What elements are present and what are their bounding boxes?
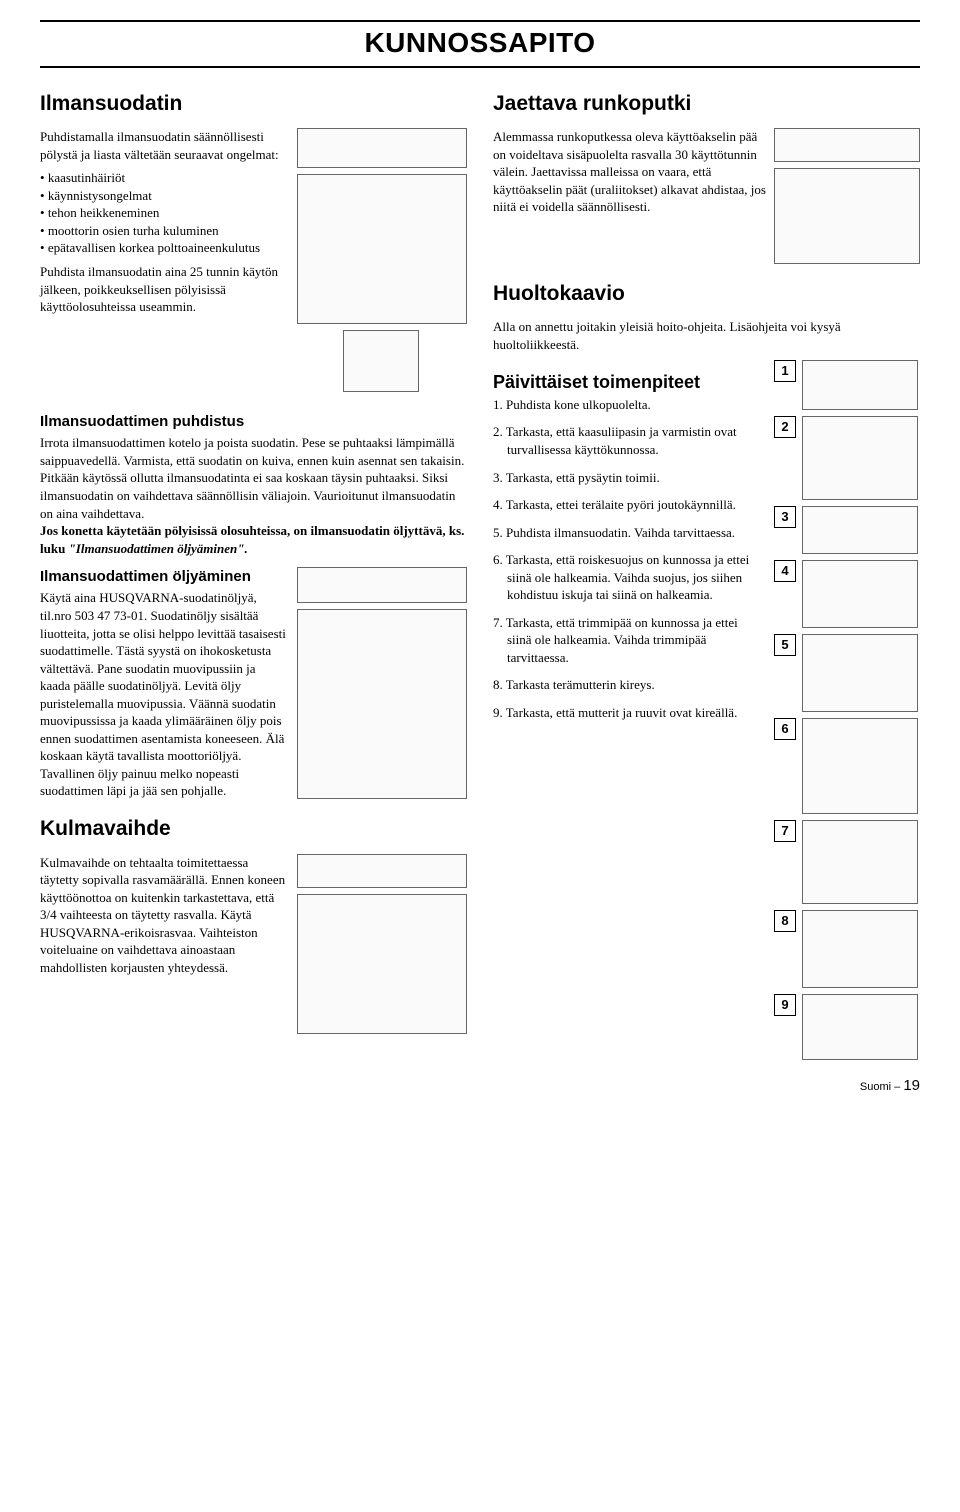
heading-huoltokaavio: Huoltokaavio bbox=[493, 280, 920, 308]
step-illustration bbox=[802, 506, 918, 554]
step-figure-row: 6 bbox=[774, 718, 920, 814]
puhdistus-block: Irrota ilmansuodattimen kotelo ja poista… bbox=[40, 434, 467, 557]
step-figure-row: 5 bbox=[774, 634, 920, 712]
step-number-box: 7 bbox=[774, 820, 796, 842]
daily-step-item: 4. Tarkasta, ettei terälaite pyöri jouto… bbox=[493, 496, 760, 514]
page-title: KUNNOSSAPITO bbox=[40, 20, 920, 68]
two-column-layout: Ilmansuodatin Puhdistamalla ilmansuodati… bbox=[40, 84, 920, 1066]
step-number-box: 3 bbox=[774, 506, 796, 528]
step-figure-row: 8 bbox=[774, 910, 920, 988]
shaft-tool-icon bbox=[774, 128, 920, 162]
step-number-box: 1 bbox=[774, 360, 796, 382]
step-illustration bbox=[802, 910, 918, 988]
step-figure-row: 3 bbox=[774, 506, 920, 554]
footer-page-number: 19 bbox=[903, 1077, 920, 1094]
step-figure-row: 7 bbox=[774, 820, 920, 904]
footer-label: Suomi – bbox=[860, 1081, 903, 1093]
daily-step-item: 6. Tarkasta, että roiskesuojus on kunnos… bbox=[493, 551, 760, 604]
gear-illustration bbox=[297, 894, 467, 1034]
step-figure-row: 1 bbox=[774, 360, 920, 410]
step-illustration bbox=[802, 718, 918, 814]
heading-puhdistus: Ilmansuodattimen puhdistus bbox=[40, 412, 467, 432]
step-illustration bbox=[802, 360, 918, 410]
daily-steps-list: 1. Puhdista kone ulkopuolelta. 2. Tarkast… bbox=[493, 396, 760, 722]
huolto-intro: Alla on annettu joitakin yleisiä hoito-o… bbox=[493, 318, 920, 353]
gear-tool-icon bbox=[297, 854, 467, 888]
right-column: Jaettava runkoputki Alemmassa runkoputke… bbox=[493, 84, 920, 1066]
step-illustration bbox=[802, 416, 918, 500]
step-figure-row: 2 bbox=[774, 416, 920, 500]
oiling-illustration bbox=[297, 609, 467, 799]
step-number-box: 6 bbox=[774, 718, 796, 740]
filter-element-illustration bbox=[343, 330, 419, 392]
page-footer: Suomi – 19 bbox=[40, 1076, 920, 1096]
daily-step-item: 7. Tarkasta, että trimmipää on kunnossa … bbox=[493, 614, 760, 667]
gear-figures bbox=[297, 854, 467, 1040]
step-number-box: 5 bbox=[774, 634, 796, 656]
step-number-box: 8 bbox=[774, 910, 796, 932]
shaft-figures bbox=[774, 128, 920, 270]
runkoputki-block: Alemmassa runkoputkessa oleva käyttöakse… bbox=[493, 128, 920, 274]
oiling-figures bbox=[297, 567, 467, 805]
step-illustration bbox=[802, 634, 918, 712]
heading-ilmansuodatin: Ilmansuodatin bbox=[40, 90, 467, 118]
step-illustration bbox=[802, 820, 918, 904]
oiling-brush-icon bbox=[297, 567, 467, 603]
daily-step-item: 2. Tarkasta, että kaasuliipasin ja varmi… bbox=[493, 423, 760, 458]
daily-steps-layout: Päivittäiset toimenpiteet 1. Puhdista ko… bbox=[493, 360, 920, 1066]
daily-step-item: 5. Puhdista ilmansuodatin. Vaihda tarvit… bbox=[493, 524, 760, 542]
air-filter-figures bbox=[297, 128, 467, 398]
left-column: Ilmansuodatin Puhdistamalla ilmansuodati… bbox=[40, 84, 467, 1066]
step-number-box: 2 bbox=[774, 416, 796, 438]
heading-paivittaiset: Päivittäiset toimenpiteet bbox=[493, 370, 760, 394]
step-figure-row: 4 bbox=[774, 560, 920, 628]
daily-steps-figures: 1 2 3 4 5 6 7 8 9 bbox=[774, 360, 920, 1066]
shaft-illustration bbox=[774, 168, 920, 264]
daily-step-item: 3. Tarkasta, että pysäytin toimii. bbox=[493, 469, 760, 487]
kulma-block: Kulmavaihde on tehtaalta toimitettaessa … bbox=[40, 854, 467, 1044]
step-number-box: 9 bbox=[774, 994, 796, 1016]
step-illustration bbox=[802, 560, 918, 628]
daily-steps-text: Päivittäiset toimenpiteet 1. Puhdista ko… bbox=[493, 360, 760, 1066]
daily-step-item: 1. Puhdista kone ulkopuolelta. bbox=[493, 396, 760, 414]
oljy-block: Ilmansuodattimen öljyäminen Käytä aina H… bbox=[40, 567, 467, 809]
ilmansuodatin-block: Puhdistamalla ilmansuodatin säännöllises… bbox=[40, 128, 467, 402]
daily-step-item: 8. Tarkasta terämutterin kireys. bbox=[493, 676, 760, 694]
puhdistus-p2: Pitkään käytössä ollutta ilmansuodatinta… bbox=[40, 470, 455, 520]
step-number-box: 4 bbox=[774, 560, 796, 582]
heading-kulmavaihde: Kulmavaihde bbox=[40, 815, 467, 843]
daily-step-item: 9. Tarkasta, että mutterit ja ruuvit ova… bbox=[493, 704, 760, 722]
heading-runkoputki: Jaettava runkoputki bbox=[493, 90, 920, 118]
step-figure-row: 9 bbox=[774, 994, 920, 1060]
engine-filter-illustration bbox=[297, 174, 467, 324]
puhdistus-italic: "Ilmansuodattimen öljyäminen". bbox=[69, 541, 248, 556]
step-illustration bbox=[802, 994, 918, 1060]
filter-brush-icon bbox=[297, 128, 467, 168]
puhdistus-p1: Irrota ilmansuodattimen kotelo ja poista… bbox=[40, 435, 464, 468]
